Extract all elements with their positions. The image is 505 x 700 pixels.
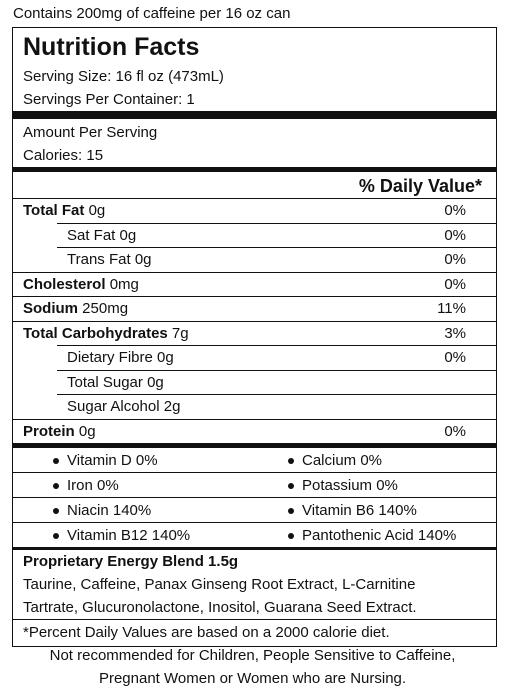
vitamin-row: Vitamin B12 140% Pantothenic Acid 140% xyxy=(13,522,496,547)
vitamin-row: Niacin 140% Vitamin B6 140% xyxy=(13,497,496,522)
blend-title: Proprietary Energy Blend 1.5g xyxy=(23,553,239,570)
nutrient-amount: 0g xyxy=(157,349,174,366)
nutrient-row: Sugar Alcohol 2g xyxy=(57,394,496,419)
daily-value: 0% xyxy=(444,226,466,244)
nutrient-name: Sugar Alcohol xyxy=(67,398,160,415)
nutrient-amount: 0g xyxy=(78,422,96,440)
caffeine-note: Contains 200mg of caffeine per 16 oz can xyxy=(13,5,291,22)
nutrient-name: Total Fat xyxy=(23,202,85,219)
nutrient-amount: 250mg xyxy=(82,300,129,317)
warning-line: Not recommended for Children, People Sen… xyxy=(49,647,456,664)
nutrient-row: Sat Fat 0g 0% xyxy=(57,222,496,248)
daily-value: 0% xyxy=(444,422,466,440)
vitamin-list: Vitamin D 0% Calcium 0% Iron 0% Potassium 0… xyxy=(13,448,496,547)
nutrient-amount: 0g xyxy=(119,226,137,244)
vitamin-row: Vitamin D 0% Calcium 0% xyxy=(13,448,496,472)
nutrient-amount: 7g xyxy=(171,324,189,342)
nutrient-row: Protein 0g 0% xyxy=(13,418,496,444)
nutrient-row: Cholesterol 0mg 0% xyxy=(13,271,496,297)
divider xyxy=(13,547,496,550)
divider xyxy=(13,111,496,119)
daily-value: 0% xyxy=(444,251,466,268)
footnote: *Percent Daily Values are based on a 200… xyxy=(13,619,496,645)
panel-title: Nutrition Facts xyxy=(23,33,200,61)
daily-value: 3% xyxy=(444,324,466,342)
divider xyxy=(13,443,496,448)
blend-line: Taurine, Caffeine, Panax Ginseng Root Ex… xyxy=(23,576,416,593)
daily-value-header: % Daily Value* xyxy=(358,176,482,196)
nutrient-name: Cholesterol xyxy=(23,275,106,293)
nutrient-list: Total Fat 0g 0% Sat Fat 0g 0% Trans Fat 0g 0%… xyxy=(13,198,496,443)
nutrient-row: Dietary Fibre 0g 0% xyxy=(57,345,496,370)
vitamin-item: Vitamin B6 140% xyxy=(288,498,417,523)
nutrient-amount: 2g xyxy=(163,398,181,415)
nutrient-amount: 0g xyxy=(88,202,106,219)
daily-value: 0% xyxy=(444,349,466,366)
nutrient-name: Protein xyxy=(23,422,75,440)
nutrient-amount: 0g xyxy=(147,373,164,391)
warning-line: Pregnant Women or Women who are Nursing. xyxy=(98,670,407,687)
nutrient-amount: 0g xyxy=(134,251,152,268)
nutrient-name: Sat Fat xyxy=(67,226,116,244)
daily-value: 0% xyxy=(444,275,466,293)
nutrient-name: Dietary Fibre xyxy=(67,349,153,366)
nutrient-row: Sodium 250mg 11% xyxy=(13,296,496,321)
vitamin-item: Potassium 0% xyxy=(288,473,398,498)
nutrition-panel: Nutrition Facts Serving Size: 16 fl oz (… xyxy=(12,27,497,647)
nutrient-row: Total Carbohydrates 7g 3% xyxy=(13,320,496,346)
daily-value: 0% xyxy=(444,202,466,219)
vitamin-item: Calcium 0% xyxy=(288,448,382,473)
vitamin-row: Iron 0% Potassium 0% xyxy=(13,472,496,497)
blend-line: Tartrate, Glucuronolactone, Inositol, Gu… xyxy=(23,599,417,616)
vitamin-item: Vitamin B12 140% xyxy=(53,523,190,548)
vitamin-item: Vitamin D 0% xyxy=(53,448,158,473)
nutrient-row: Trans Fat 0g 0% xyxy=(57,247,496,272)
serving-size: Serving Size: 16 fl oz (473mL) xyxy=(23,68,224,85)
divider xyxy=(13,167,496,172)
nutrient-amount: 0mg xyxy=(109,275,139,293)
vitamin-item: Iron 0% xyxy=(53,473,119,498)
vitamin-item: Pantothenic Acid 140% xyxy=(288,523,456,548)
amount-per-serving: Amount Per Serving xyxy=(23,124,158,141)
nutrient-name: Total Carbohydrates xyxy=(23,324,168,342)
calories: Calories: 15 xyxy=(23,147,104,164)
nutrient-name: Sodium xyxy=(23,300,78,317)
nutrient-row: Total Fat 0g 0% xyxy=(13,198,496,223)
daily-value: 11% xyxy=(437,300,466,317)
vitamin-item: Niacin 140% xyxy=(53,498,151,523)
nutrient-row: Total Sugar 0g xyxy=(57,369,496,395)
nutrient-name: Total Sugar xyxy=(67,373,143,391)
nutrient-name: Trans Fat xyxy=(67,251,131,268)
servings-per-container: Servings Per Container: 1 xyxy=(23,91,195,108)
